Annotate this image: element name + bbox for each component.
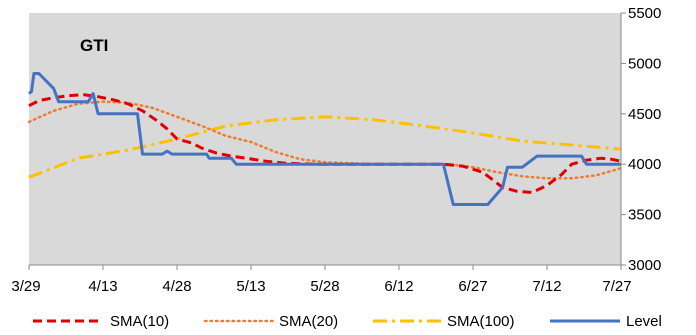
legend: SMA(10) SMA(20) SMA(100) Level [33, 313, 662, 330]
y-tick-label: 5000 [628, 55, 661, 72]
y-tick-label: 4500 [628, 106, 661, 123]
legend-label: SMA(100) [447, 313, 515, 330]
x-tick-label: 4/13 [88, 278, 117, 295]
x-tick-label: 6/27 [458, 278, 487, 295]
y-tick-label: 3500 [628, 207, 661, 224]
plot-area [29, 13, 621, 265]
x-tick-label: 3/29 [11, 278, 40, 295]
x-tick-label: 5/28 [310, 278, 339, 295]
legend-label: Level [626, 313, 662, 330]
x-axis-ticks: 3/29 4/13 4/28 5/13 5/28 6/12 6/27 7/12 7/27 [11, 265, 632, 295]
series-line-sma-10 [28, 93, 622, 194]
series-line-sma-20 [27, 100, 623, 180]
series-layer [27, 72, 623, 206]
x-tick-label: 4/28 [162, 278, 191, 295]
legend-label: SMA(10) [110, 313, 169, 330]
legend-label: SMA(20) [279, 313, 338, 330]
y-tick-label: 3000 [628, 257, 661, 274]
y-tick-label: 5500 [628, 5, 661, 22]
chart-title: GTI [80, 36, 108, 55]
y-tick-label: 4000 [628, 156, 661, 173]
series-line-level [28, 72, 621, 206]
series-line-sma-100 [28, 115, 622, 179]
x-tick-label: 5/13 [236, 278, 265, 295]
x-tick-label: 7/27 [602, 278, 631, 295]
x-tick-label: 7/12 [532, 278, 561, 295]
y-axis-ticks: 3000 3500 4000 4500 5000 5500 [621, 5, 661, 274]
x-tick-label: 6/12 [384, 278, 413, 295]
